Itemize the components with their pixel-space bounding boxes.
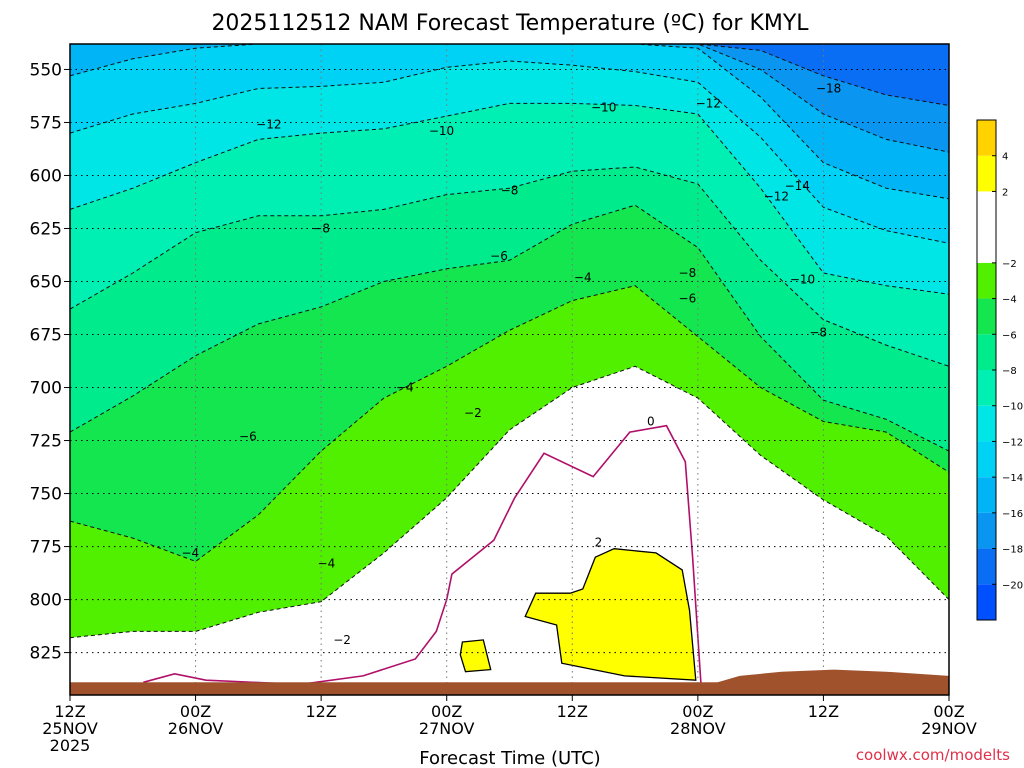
y-tick-label: 800 (30, 591, 62, 611)
colorbar: −20 −18 −16 −14 −12 −10 −8 −6 −4 −2 2 4 (976, 119, 1023, 621)
contour-line--2 (70, 365, 949, 639)
colorbar-swatch (977, 512, 996, 549)
x-tick-date: 27NOV (419, 719, 475, 738)
colorbar-tick-label: 2 (1002, 187, 1008, 198)
ground-bump (703, 669, 949, 695)
grid-lines (70, 44, 949, 695)
contour-label: −8 (809, 325, 827, 339)
colorbar-swatch (977, 155, 996, 192)
contour-label: 0 (647, 414, 655, 428)
contour-label: −12 (256, 118, 281, 132)
x-tick-time: 00Z (180, 702, 211, 721)
colorbar-swatch (977, 370, 996, 406)
contour-labels: −18−12−12−10−10−14−12−8−8−6−8 −10−4−6−8−4… (181, 82, 841, 647)
credit-text: coolwx.com/modelts (856, 746, 1010, 764)
x-axis-label: Forecast Time (UTC) (419, 748, 600, 768)
y-axis: 550 575 600 625 650 675 700 725 750 775 800 825 (30, 60, 70, 664)
colorbar-swatch (977, 334, 996, 370)
ground-layer (70, 669, 949, 695)
x-tick-date: 28NOV (670, 719, 726, 738)
contour-line--8 (70, 166, 949, 367)
contour-label: 2 (595, 535, 603, 549)
contour-lines (70, 44, 949, 639)
temperature-bands (70, 44, 949, 695)
x-tick-time: 12Z (54, 702, 85, 721)
contour-line--14 (70, 44, 949, 200)
colorbar-tick-label: −2 (1002, 259, 1017, 270)
contour-label: −8 (501, 183, 519, 197)
colorbar-tick-label: 4 (1002, 152, 1008, 163)
contour-label: −4 (574, 270, 592, 284)
contour-label: −6 (239, 429, 257, 443)
contour-label: −2 (333, 633, 351, 647)
contour-label: −18 (816, 82, 841, 96)
y-tick-label: 625 (30, 219, 62, 239)
contour-line--6 (70, 204, 949, 452)
chart-title: 2025112512 NAM Forecast Temperature (ºC)… (211, 11, 809, 36)
y-tick-label: 650 (30, 272, 62, 292)
contour-label: −4 (396, 381, 414, 395)
y-tick-label: 750 (30, 485, 62, 505)
colorbar-swatch (977, 584, 996, 620)
y-tick-label: 700 (30, 379, 62, 399)
contour-label: −14 (785, 179, 810, 193)
contour-label: −12 (764, 190, 789, 204)
x-tick-time: 12Z (808, 702, 839, 721)
y-tick-label: 725 (30, 432, 62, 452)
colorbar-tick-label: −18 (1002, 545, 1023, 556)
y-tick-label: 575 (30, 113, 62, 133)
y-tick-label: 825 (30, 644, 62, 664)
colorbar-tick-label: −20 (1002, 580, 1023, 591)
contour-label: −4 (318, 557, 336, 571)
colorbar-swatch (977, 262, 996, 299)
colorbar-swatch (977, 191, 996, 263)
colorbar-tick-label: −10 (1002, 402, 1023, 413)
colorbar-tick-label: −16 (1002, 509, 1023, 520)
band-below--12 (70, 44, 949, 244)
contour-line--12 (70, 60, 949, 244)
colorbar-tick-label: −12 (1002, 437, 1023, 448)
colorbar-swatch (977, 298, 996, 335)
x-tick-time: 12Z (557, 702, 588, 721)
x-tick-date: 25NOV (42, 719, 98, 738)
x-tick-time: 00Z (933, 702, 964, 721)
x-tick-date: 26NOV (168, 719, 224, 738)
plot-frame (69, 43, 950, 696)
contour-label: −10 (790, 272, 815, 286)
contour-label: −8 (679, 266, 697, 280)
contour-label: −12 (696, 96, 721, 110)
colorbar-tick-label: −8 (1002, 366, 1017, 377)
y-tick-label: 600 (30, 166, 62, 186)
contour-line--10 (70, 102, 949, 295)
colorbar-swatch (977, 120, 996, 156)
contour-label: −6 (490, 249, 508, 263)
x-tick-year: 2025 (50, 736, 91, 755)
colorbar-tick-label: −14 (1002, 473, 1023, 484)
contour-label: −10 (591, 101, 616, 115)
colorbar-swatch (977, 441, 996, 478)
y-tick-label: 550 (30, 60, 62, 80)
y-tick-label: 675 (30, 326, 62, 346)
contour-label: −6 (679, 291, 697, 305)
warm-pocket-main (524, 548, 697, 681)
x-tick-time: 00Z (682, 702, 713, 721)
colorbar-swatch (977, 548, 996, 585)
contour-label: −4 (181, 546, 199, 560)
contour-label: −2 (464, 406, 482, 420)
x-tick-date: 29NOV (921, 719, 977, 738)
colorbar-tick-label: −4 (1002, 295, 1017, 306)
contour-line--18 (70, 44, 949, 106)
band-coldest (70, 44, 949, 106)
colorbar-swatch (977, 405, 996, 442)
contour-label: −10 (429, 124, 454, 138)
y-tick-label: 775 (30, 538, 62, 558)
x-tick-time: 00Z (431, 702, 462, 721)
plot-area: −18−12−12−10−10−14−12−8−8−6−8 −10−4−6−8−4… (70, 44, 949, 695)
colorbar-swatch (977, 477, 996, 513)
x-tick-time: 12Z (305, 702, 336, 721)
contour-label: −8 (312, 221, 330, 235)
colorbar-tick-label: −6 (1002, 330, 1017, 341)
